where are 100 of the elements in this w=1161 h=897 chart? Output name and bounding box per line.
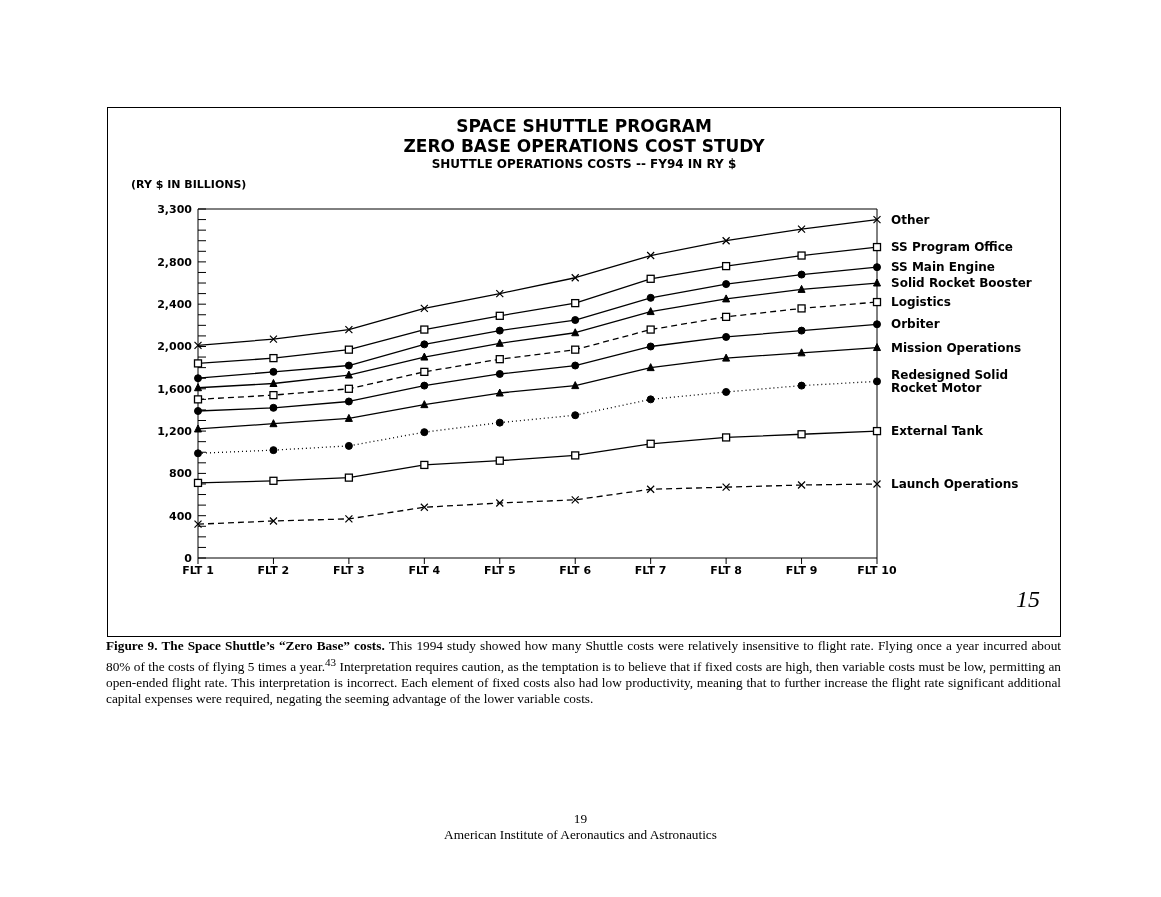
point <box>344 345 354 354</box>
point <box>495 338 504 347</box>
series-label: Other <box>891 212 930 227</box>
point <box>344 370 353 379</box>
point <box>722 387 731 396</box>
point <box>344 441 353 450</box>
point <box>797 251 806 260</box>
point <box>571 495 580 504</box>
x-tick-label: FLT 1 <box>182 563 214 577</box>
point <box>872 242 882 252</box>
point <box>571 381 580 390</box>
y-axis-title: (RY $ IN BILLIONS) <box>131 178 247 191</box>
y-tick-label: 0 <box>184 551 193 565</box>
point <box>646 363 655 372</box>
point <box>269 390 278 400</box>
point <box>797 326 806 335</box>
point <box>269 379 278 387</box>
point <box>646 395 655 404</box>
x-tick-label: FLT 6 <box>559 563 592 577</box>
point <box>721 433 731 442</box>
y-tick-label: 3,300 <box>157 202 193 216</box>
point <box>495 326 504 335</box>
point <box>269 403 278 412</box>
series-label: Logistics <box>891 295 951 310</box>
series-label: Redesigned Solid Rocket Motor <box>891 368 1009 396</box>
point <box>571 411 580 420</box>
y-tick-label: 800 <box>169 467 193 481</box>
point <box>495 498 504 508</box>
point <box>420 503 429 512</box>
series-label: External Tank <box>891 424 984 439</box>
point <box>420 400 429 409</box>
text: American Institute of Aeronautics and Astronautics <box>443 827 718 843</box>
point <box>269 367 278 376</box>
point <box>646 439 655 448</box>
point <box>495 388 504 397</box>
point <box>269 516 278 526</box>
point <box>872 297 882 307</box>
point <box>495 289 504 298</box>
x-tick-label: FLT 9 <box>785 563 818 577</box>
point <box>495 456 504 465</box>
x-tick-label: FLT 7 <box>634 563 667 577</box>
x-tick-label: FLT 3 <box>333 563 365 577</box>
point <box>873 263 881 272</box>
point <box>571 361 580 370</box>
x-tick-label: FLT 5 <box>483 563 516 577</box>
point <box>420 325 429 334</box>
point <box>194 374 202 383</box>
point <box>269 334 278 344</box>
point <box>269 476 278 485</box>
point <box>571 345 580 354</box>
point <box>721 312 731 322</box>
point <box>495 418 504 427</box>
point <box>344 384 354 393</box>
point <box>722 353 731 362</box>
x-tick-label: FLT 4 <box>408 563 441 577</box>
point <box>571 316 580 325</box>
point <box>194 383 202 392</box>
point <box>194 424 202 433</box>
series-label: Mission Operations <box>891 340 1022 355</box>
y-tick-label: 2,000 <box>157 340 193 354</box>
point <box>797 270 806 279</box>
chart-title: SPACE SHUTTLE PROGRAM ZERO BASE OPERATIONS COST STUDY <box>402 116 766 156</box>
x-tick-label: FLT 8 <box>710 563 742 577</box>
point <box>344 397 353 406</box>
series-label: Launch Operations <box>891 476 1019 491</box>
point <box>722 294 731 303</box>
y-tick-label: 2,800 <box>157 255 193 269</box>
point <box>571 328 580 337</box>
point <box>646 274 655 283</box>
point <box>873 320 881 329</box>
point <box>194 407 202 415</box>
x-tick-label: FLT 2 <box>257 563 290 577</box>
point <box>344 413 353 422</box>
point <box>193 478 203 488</box>
point <box>646 485 655 494</box>
point <box>344 325 353 334</box>
point <box>722 332 731 341</box>
series-label: Orbiter <box>891 317 940 332</box>
point <box>797 304 806 313</box>
point <box>872 426 882 436</box>
point <box>193 520 203 529</box>
point <box>873 343 881 352</box>
point <box>872 479 882 489</box>
point <box>193 341 203 350</box>
point <box>269 446 278 455</box>
series-label: SS Program Office <box>891 240 1014 255</box>
point <box>646 325 655 334</box>
point <box>420 460 429 470</box>
point <box>721 261 731 271</box>
point <box>722 483 731 492</box>
x-tick-label: FLT 10 <box>857 563 898 577</box>
point <box>646 251 655 260</box>
series-label: SS Main Engine <box>891 260 995 275</box>
point <box>646 307 655 316</box>
point <box>420 352 429 361</box>
point <box>495 311 504 320</box>
point <box>495 355 504 364</box>
point <box>571 451 580 460</box>
point <box>646 293 655 302</box>
point <box>797 381 806 390</box>
